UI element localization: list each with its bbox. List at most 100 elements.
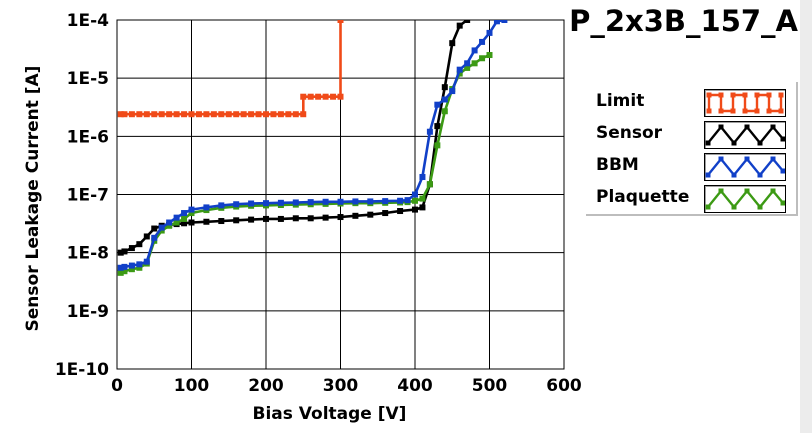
limit-swatch-marker	[718, 92, 724, 98]
limit-point	[263, 111, 269, 118]
legend: Limit Sensor BBM Plaquette	[584, 80, 796, 214]
sensor-point	[464, 20, 471, 23]
limit-swatch-marker	[754, 92, 760, 98]
sensor-swatch-marker	[770, 124, 776, 130]
limit-swatch-marker	[742, 92, 748, 98]
limit-point	[151, 111, 158, 118]
y-tick-label: 1E-9	[67, 302, 109, 322]
sensor-point	[292, 215, 299, 222]
plaquette-point	[173, 219, 180, 226]
sensor-point	[434, 123, 441, 130]
limit-point	[277, 111, 284, 118]
sensor-point	[188, 219, 195, 226]
bbm-point	[493, 20, 500, 25]
limit-point	[188, 111, 195, 118]
bbm-swatch-marker	[718, 156, 724, 162]
limit-point	[270, 111, 277, 118]
limit-swatch-marker	[730, 92, 736, 98]
series-limit	[117, 20, 344, 118]
sensor-point	[367, 211, 374, 218]
sensor-point	[307, 215, 314, 222]
plaquette-point	[136, 264, 143, 271]
sensor-point	[181, 220, 188, 227]
sensor-point	[218, 218, 225, 225]
sensor-point	[203, 218, 210, 225]
plaquette-point	[128, 266, 135, 273]
limit-point	[117, 111, 124, 118]
x-tick-label: 300	[323, 376, 359, 396]
x-tick-label: 0	[111, 376, 123, 396]
sensor-point	[412, 206, 418, 213]
legend-item-plaquette: Plaquette	[584, 184, 796, 214]
bbm-point	[486, 29, 493, 36]
y-tick-label: 1E-8	[67, 244, 109, 264]
plaquette-swatch-marker	[731, 204, 737, 210]
legend-label-sensor: Sensor	[596, 123, 663, 143]
limit-point	[307, 93, 314, 100]
sensor-point	[277, 215, 284, 222]
legend-label-limit: Limit	[596, 91, 645, 111]
sensor-point	[143, 233, 150, 240]
bbm-point	[456, 66, 463, 73]
limit-point	[195, 111, 202, 118]
plaquette-point	[434, 142, 441, 149]
sensor-swatch-marker	[705, 140, 711, 146]
bbm-point	[382, 198, 389, 205]
y-tick-label: 1E-4	[67, 11, 109, 31]
bbm-point	[464, 60, 471, 67]
limit-swatch-marker	[766, 92, 772, 98]
plaquette-point	[426, 181, 433, 188]
sensor-point	[352, 212, 359, 219]
plaquette-swatch-icon	[705, 188, 785, 210]
limit-point	[300, 111, 307, 118]
limit-point	[255, 111, 262, 118]
bbm-point	[117, 264, 124, 271]
bbm-point	[248, 200, 255, 207]
limit-point	[233, 111, 240, 118]
limit-point	[128, 111, 135, 118]
limit-point	[218, 111, 225, 118]
series-layer	[117, 20, 508, 276]
bbm-point	[471, 47, 478, 54]
bbm-point	[322, 198, 329, 205]
plaquette-point	[471, 60, 478, 67]
limit-point	[322, 93, 329, 100]
limit-point	[158, 111, 165, 118]
limit-swatch-marker	[730, 108, 736, 114]
plaquette-point	[188, 210, 195, 217]
y-tick-label: 1E-5	[67, 69, 109, 89]
x-tick-label: 100	[174, 376, 210, 396]
plaquette-swatch-marker	[718, 188, 724, 194]
plaquette-point	[166, 222, 173, 229]
plaquette-point	[479, 55, 486, 62]
bbm-point	[352, 198, 359, 205]
bbm-swatch-marker	[731, 172, 737, 178]
sensor-point	[322, 214, 329, 221]
bbm-point	[501, 20, 508, 23]
plaquette-point	[121, 268, 128, 275]
limit-point	[330, 93, 337, 100]
legend-swatch-plaquette	[704, 185, 786, 213]
plaquette-point	[181, 215, 188, 222]
legend-swatch-sensor	[704, 121, 786, 149]
sensor-swatch-icon	[705, 124, 785, 146]
sensor-point	[263, 215, 269, 222]
bbm-swatch-marker	[757, 172, 763, 178]
limit-swatch-line	[707, 93, 783, 113]
legend-item-limit: Limit	[584, 88, 796, 118]
plaquette-swatch-marker	[770, 188, 776, 194]
bbm-point	[277, 199, 284, 206]
limit-point	[143, 111, 150, 118]
plaquette-point	[486, 52, 493, 59]
bbm-point	[404, 197, 411, 204]
limit-point	[121, 111, 128, 118]
sensor-swatch-marker	[731, 140, 737, 146]
sensor-swatch-marker	[718, 124, 724, 130]
bbm-point	[188, 206, 195, 213]
limit-point	[240, 111, 247, 118]
limit-point	[292, 111, 299, 118]
bbm-swatch-marker	[780, 168, 785, 174]
limit-swatch-marker	[754, 108, 760, 114]
plaquette-swatch-marker	[780, 200, 785, 206]
